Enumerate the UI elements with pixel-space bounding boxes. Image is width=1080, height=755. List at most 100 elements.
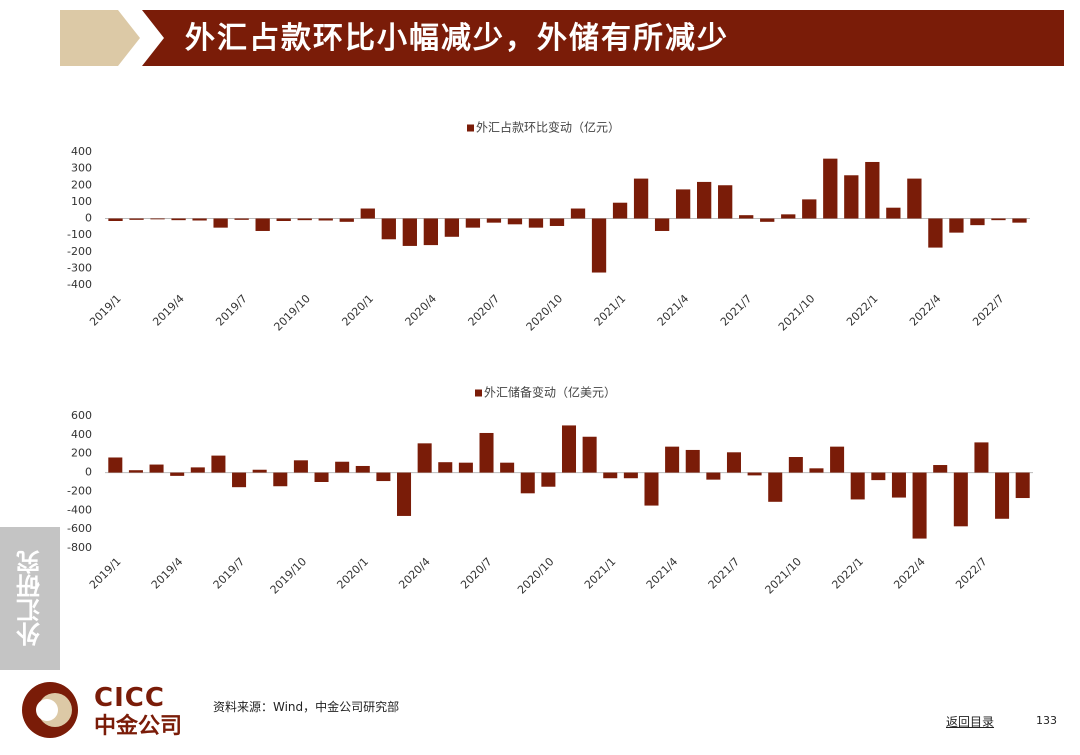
bar [726, 452, 741, 473]
bar [128, 470, 143, 473]
x-tick-label: 2019/1 [87, 555, 124, 592]
x-tick-label: 2021/4 [655, 292, 692, 329]
bar [644, 472, 659, 506]
bar [865, 161, 880, 219]
x-tick-label: 2020/1 [334, 555, 371, 592]
bar [768, 472, 783, 502]
bar [297, 218, 312, 221]
y-tick-label: -800 [67, 541, 92, 554]
x-tick-label: 2020/4 [396, 555, 433, 592]
bar [170, 472, 185, 476]
y-tick-label: -200 [67, 484, 92, 497]
bar [665, 446, 680, 473]
y-tick-label: 600 [71, 409, 92, 422]
bar [850, 472, 865, 500]
bar [190, 467, 205, 473]
y-tick-label: -300 [67, 261, 92, 274]
x-tick-label: 2022/4 [891, 555, 928, 592]
bar [747, 472, 762, 476]
bar [912, 472, 927, 539]
header-chevron [60, 10, 140, 66]
bar [192, 218, 207, 221]
logo-cn: 中金公司 [94, 714, 183, 739]
x-tick-label: 2022/4 [907, 292, 944, 329]
x-tick-label: 2022/7 [953, 555, 990, 592]
y-tick-label: 200 [71, 447, 92, 460]
bar [211, 455, 226, 473]
bar [823, 158, 838, 219]
y-tick-label: 0 [85, 466, 92, 479]
bar [1012, 218, 1027, 223]
bar [591, 218, 607, 273]
bar [486, 218, 502, 223]
bar [830, 446, 845, 473]
bar [232, 472, 247, 488]
bar [438, 462, 453, 473]
x-tick-label: 2020/7 [458, 555, 495, 592]
x-tick-label: 2020/7 [466, 292, 503, 329]
bar [541, 472, 556, 487]
bar [339, 218, 354, 222]
x-tick-label: 2022/1 [844, 292, 881, 329]
logo-en: CICC [94, 683, 165, 713]
bar [871, 472, 886, 481]
bar [781, 214, 796, 219]
x-tick-label: 2021/7 [706, 555, 743, 592]
bar [809, 468, 824, 473]
bar [675, 189, 691, 219]
bar [293, 460, 308, 473]
bar [570, 208, 586, 219]
bar [844, 175, 859, 219]
bar [928, 218, 943, 248]
x-tick-label: 2019/4 [150, 292, 187, 329]
x-tick-label: 2022/1 [829, 555, 866, 592]
bar [108, 218, 123, 221]
bar [500, 462, 515, 473]
bar [970, 218, 985, 226]
legend-label: 外汇占款环比变动（亿元） [476, 120, 620, 135]
bar [213, 218, 228, 228]
bar [314, 472, 329, 482]
bar [760, 218, 775, 222]
bar [276, 218, 291, 221]
bar [949, 218, 964, 233]
bar [255, 218, 270, 231]
y-tick-label: 300 [71, 162, 92, 175]
y-tick-label: 400 [71, 428, 92, 441]
bar [654, 218, 670, 231]
source-note: 资料来源：Wind，中金公司研究部 [213, 700, 400, 714]
bar [507, 218, 523, 225]
bar [974, 442, 989, 473]
bar [528, 218, 544, 228]
x-tick-label: 2019/10 [271, 292, 313, 334]
bar [273, 472, 288, 487]
bar [381, 218, 396, 240]
bar [612, 202, 628, 219]
x-tick-label: 2020/1 [339, 292, 376, 329]
y-tick-label: 200 [71, 178, 92, 191]
header-band [142, 10, 1064, 66]
x-tick-label: 2019/7 [213, 292, 250, 329]
x-tick-label: 2021/4 [644, 555, 681, 592]
bar [933, 465, 948, 473]
bar [444, 218, 460, 237]
bar [417, 443, 432, 473]
y-tick-label: -600 [67, 522, 92, 535]
x-tick-label: 2019/10 [268, 555, 310, 597]
back-to-contents[interactable]: 返回目录 [946, 715, 995, 729]
legend-swatch [467, 124, 474, 132]
bar [706, 472, 721, 480]
x-tick-label: 2021/1 [582, 555, 619, 592]
bar [397, 472, 412, 516]
x-tick-label: 2020/4 [403, 292, 440, 329]
bar [252, 469, 267, 473]
bar [150, 218, 165, 220]
logo-hole [36, 699, 58, 721]
bar [458, 462, 473, 473]
bar [149, 464, 164, 473]
bar [376, 472, 391, 482]
y-tick-label: -400 [67, 503, 92, 516]
x-tick-label: 2022/7 [970, 292, 1007, 329]
bar [423, 218, 438, 246]
